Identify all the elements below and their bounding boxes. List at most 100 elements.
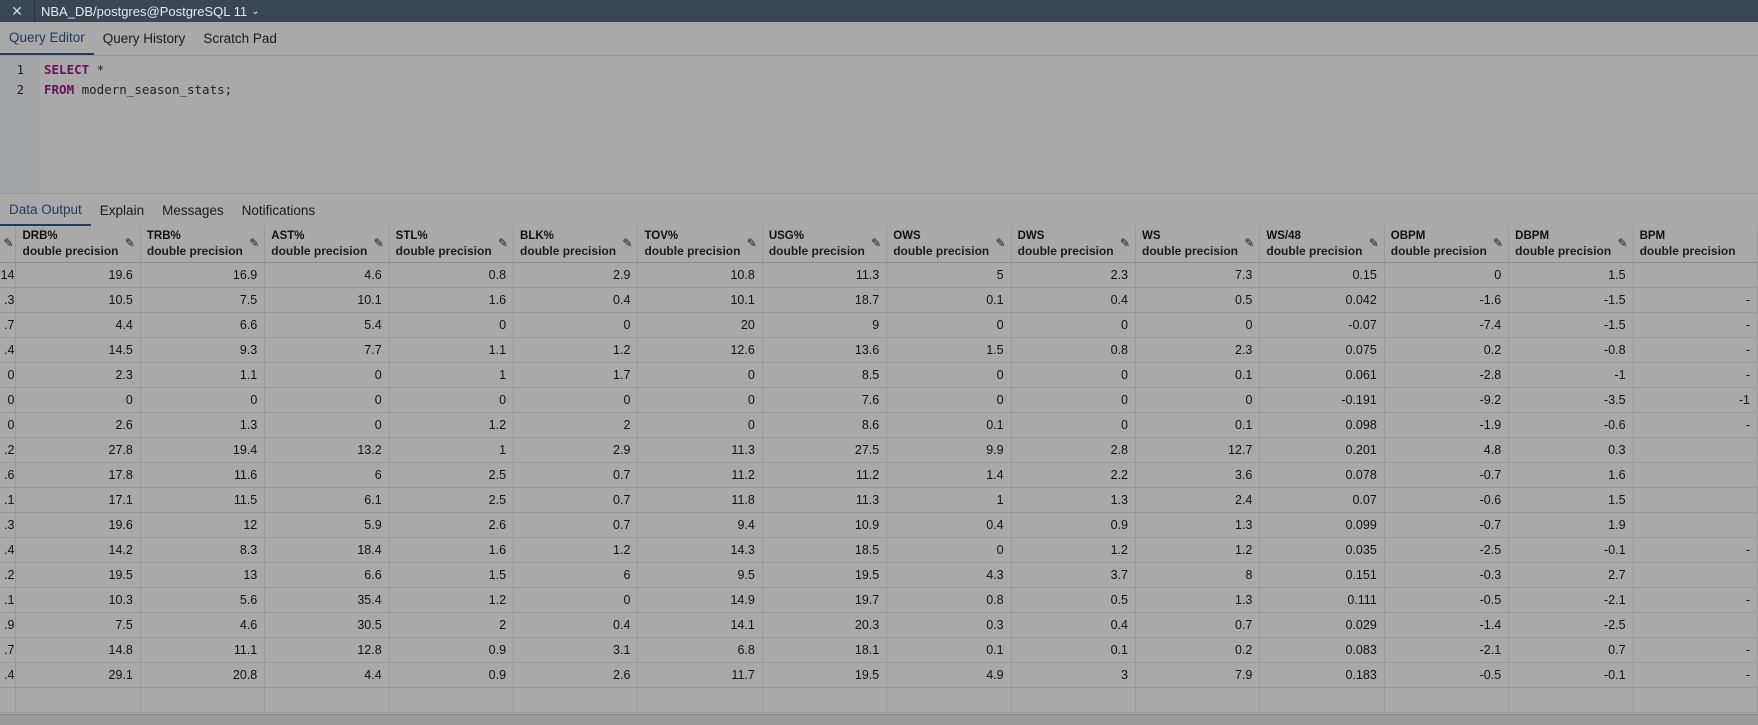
table-cell[interactable]: 19.5 xyxy=(762,662,888,688)
table-cell[interactable]: 1 xyxy=(389,437,515,463)
table-cell[interactable]: 0 xyxy=(886,362,1012,388)
table-cell[interactable]: 0.15 xyxy=(1259,262,1385,288)
table-row[interactable]: .3 10.5 7.5 10.1 1.6 0.4 10.1 18.7 0.1 0.4 0.5 0.04… xyxy=(0,287,1758,313)
table-cell[interactable]: 0 xyxy=(264,387,390,413)
table-cell[interactable]: 13.2 xyxy=(264,437,390,463)
table-cell[interactable] xyxy=(1633,512,1758,538)
table-cell[interactable]: -0.7 xyxy=(1384,512,1510,538)
table-cell[interactable]: - xyxy=(1633,412,1758,438)
table-cell[interactable]: 0.07 xyxy=(1259,487,1385,513)
table-row[interactable]: .7 4.4 6.6 5.4 0 0 20 9 0 0 0 -0.07 -7.4 -1.5- xyxy=(0,312,1758,338)
table-cell[interactable]: 0.9 xyxy=(389,637,515,663)
table-cell[interactable]: 0.035 xyxy=(1259,537,1385,563)
table-cell[interactable] xyxy=(15,687,141,713)
column-header[interactable]: DWS double precision ✎ xyxy=(1011,226,1137,263)
column-header[interactable]: DBPM double precision ✎ xyxy=(1508,226,1634,263)
table-cell[interactable]: 0 xyxy=(15,387,141,413)
table-cell[interactable]: 0.7 xyxy=(1135,612,1261,638)
table-cell[interactable]: -0.5 xyxy=(1384,662,1510,688)
connection-label[interactable]: NBA_DB/postgres@PostgreSQL 11 xyxy=(41,3,248,19)
table-cell[interactable]: 6.6 xyxy=(140,312,266,338)
table-cell[interactable]: -7.4 xyxy=(1384,312,1510,338)
table-cell[interactable]: 18.5 xyxy=(762,537,888,563)
table-cell[interactable]: 12.8 xyxy=(264,637,390,663)
connection-icon[interactable]: ✕ xyxy=(0,0,35,22)
table-cell[interactable]: 2.5 xyxy=(389,487,515,513)
edit-pencil-icon[interactable]: ✎ xyxy=(622,236,633,250)
table-cell[interactable]: 0 xyxy=(637,362,763,388)
table-cell[interactable]: 4.8 xyxy=(1384,437,1510,463)
chevron-down-icon[interactable]: ⌄ xyxy=(251,5,260,17)
table-cell[interactable]: 5.4 xyxy=(264,312,390,338)
table-cell[interactable]: 16.9 xyxy=(140,262,266,288)
table-row[interactable]: 0 2.3 1.1 0 1 1.7 0 8.5 0 0 0.1 0.061 -2.8 -1- xyxy=(0,362,1758,388)
table-cell[interactable] xyxy=(1508,687,1634,713)
table-cell[interactable]: .7 xyxy=(0,637,17,663)
table-cell[interactable]: 2.7 xyxy=(1508,562,1634,588)
table-cell[interactable]: 1.1 xyxy=(389,337,515,363)
table-cell[interactable]: 0.4 xyxy=(1011,287,1137,313)
table-cell[interactable]: 11.7 xyxy=(637,662,763,688)
tab-query-history[interactable]: Query History xyxy=(102,31,186,46)
table-cell[interactable]: 14.5 xyxy=(15,337,141,363)
table-cell[interactable] xyxy=(1633,687,1758,713)
table-cell[interactable]: 2.3 xyxy=(1011,262,1137,288)
table-cell[interactable] xyxy=(1011,687,1137,713)
table-cell[interactable]: 2.9 xyxy=(513,437,639,463)
table-cell[interactable]: 0.183 xyxy=(1259,662,1385,688)
table-cell[interactable]: -2.5 xyxy=(1384,537,1510,563)
table-cell[interactable]: 0.8 xyxy=(1011,337,1137,363)
tab-data-output[interactable]: Data Output xyxy=(0,194,91,226)
table-cell[interactable]: 19.4 xyxy=(140,437,266,463)
table-row[interactable]: .1 10.3 5.6 35.4 1.2 0 14.9 19.7 0.8 0.5 1.3 0.111-… xyxy=(0,587,1758,613)
horizontal-scrollbar[interactable] xyxy=(0,714,1758,725)
table-cell[interactable]: 0 xyxy=(0,387,17,413)
table-cell[interactable]: 9.4 xyxy=(637,512,763,538)
table-cell[interactable]: -0.6 xyxy=(1508,412,1634,438)
table-cell[interactable]: 5.6 xyxy=(140,587,266,613)
table-cell[interactable]: 0.5 xyxy=(1135,287,1261,313)
table-cell[interactable]: 1.5 xyxy=(1508,487,1634,513)
table-cell[interactable]: 4.4 xyxy=(15,312,141,338)
table-cell[interactable]: 0 xyxy=(140,387,266,413)
edit-pencil-icon[interactable]: ✎ xyxy=(995,236,1006,250)
table-cell[interactable]: .1 xyxy=(0,587,17,613)
table-cell[interactable]: 7.3 xyxy=(1135,262,1261,288)
table-cell[interactable]: 1.2 xyxy=(513,537,639,563)
table-cell[interactable]: 0.8 xyxy=(389,262,515,288)
edit-pencil-icon[interactable]: ✎ xyxy=(746,236,757,250)
table-cell[interactable]: .7 xyxy=(0,312,17,338)
table-cell[interactable]: -1.6 xyxy=(1384,287,1510,313)
table-cell[interactable]: 2.4 xyxy=(1135,487,1261,513)
table-cell[interactable]: 0 xyxy=(1135,387,1261,413)
table-cell[interactable] xyxy=(389,687,515,713)
table-cell[interactable]: 20.8 xyxy=(140,662,266,688)
table-row[interactable]: .1 17.1 11.5 6.1 2.5 0.7 11.8 11.3 1 1.3 2.4 0.07 -0… xyxy=(0,487,1758,513)
table-cell[interactable]: 14 xyxy=(0,262,17,288)
table-cell[interactable]: 19.7 xyxy=(762,587,888,613)
table-cell[interactable]: -1 xyxy=(1508,362,1634,388)
column-header[interactable]: WS double precision ✎ xyxy=(1135,226,1261,263)
table-cell[interactable]: 1.5 xyxy=(1508,262,1634,288)
table-cell[interactable]: 17.1 xyxy=(15,487,141,513)
table-cell[interactable]: 6 xyxy=(264,462,390,488)
table-cell[interactable]: 6.6 xyxy=(264,562,390,588)
tab-notifications[interactable]: Notifications xyxy=(241,202,316,218)
table-cell[interactable]: 14.8 xyxy=(15,637,141,663)
table-cell[interactable]: 0 xyxy=(264,412,390,438)
table-cell[interactable]: -1 xyxy=(1633,387,1758,413)
table-cell[interactable]: 0 xyxy=(637,387,763,413)
table-row[interactable]: .6 17.8 11.6 6 2.5 0.7 11.2 11.2 1.4 2.2 3.6 0.078-… xyxy=(0,462,1758,488)
table-cell[interactable]: 6 xyxy=(513,562,639,588)
table-cell[interactable]: 0 xyxy=(389,312,515,338)
table-cell[interactable]: 1.6 xyxy=(1508,462,1634,488)
table-cell[interactable]: 12.7 xyxy=(1135,437,1261,463)
table-cell[interactable]: 0.151 xyxy=(1259,562,1385,588)
table-row[interactable]: .2 19.5 13 6.6 1.5 6 9.5 19.5 4.3 3.7 8 0.151 -0.3 2.… xyxy=(0,562,1758,588)
table-cell[interactable]: 11.2 xyxy=(637,462,763,488)
table-cell[interactable]: 5.9 xyxy=(264,512,390,538)
table-cell[interactable]: 0.098 xyxy=(1259,412,1385,438)
table-cell[interactable]: 0.7 xyxy=(513,462,639,488)
table-cell[interactable]: 11.3 xyxy=(762,487,888,513)
table-cell[interactable]: 2 xyxy=(389,612,515,638)
